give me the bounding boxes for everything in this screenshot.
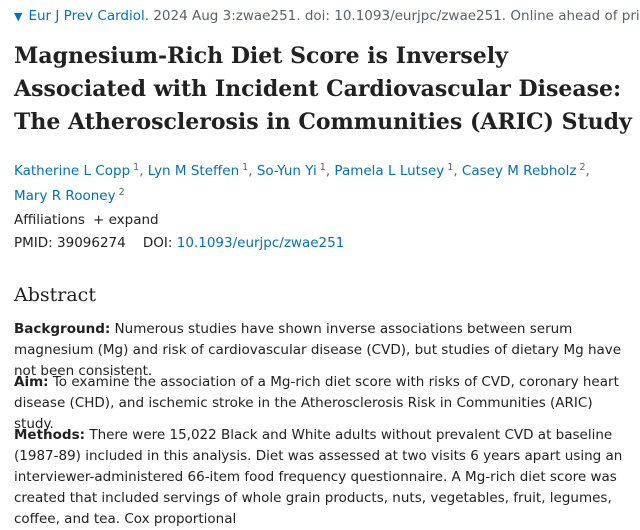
abstract-methods: Methods: There were 15,022 Black and Whi…	[14, 425, 634, 530]
affiliation-number[interactable]: 1	[319, 162, 326, 173]
abstract-heading: Abstract	[14, 284, 96, 306]
pmid-label: PMID:	[14, 235, 53, 251]
background-label: Background:	[14, 321, 111, 337]
affiliation-number[interactable]: 1	[133, 162, 140, 173]
author-name[interactable]: Casey M Rebholz	[461, 163, 577, 179]
author-name[interactable]: Lyn M Steffen	[147, 163, 240, 179]
citation-line: ▼ Eur J Prev Cardiol. 2024 Aug 3:zwae251.…	[14, 8, 640, 24]
background-text: Numerous studies have shown inverse asso…	[14, 321, 622, 379]
author-name[interactable]: Pamela L Lutsey	[334, 163, 445, 179]
doi-link[interactable]: 10.1093/eurjpc/zwae251	[176, 235, 345, 251]
abstract-background: Background: Numerous studies have shown …	[14, 319, 634, 382]
affiliation-number[interactable]: 1	[447, 162, 454, 173]
author-item[interactable]: Casey M Rebholz 2	[461, 162, 586, 179]
chevron-down-icon[interactable]: ▼	[14, 10, 23, 23]
author-name[interactable]: Katherine L Copp	[14, 163, 131, 179]
author-name[interactable]: Mary R Rooney	[14, 188, 116, 204]
author-list: Katherine L Copp 1, Lyn M Steffen 1, So-Yu…	[14, 162, 590, 204]
affiliation-number[interactable]: 2	[579, 162, 586, 173]
abstract-aim: Aim: To examine the association of a Mg-…	[14, 372, 634, 435]
citation-details: 2024 Aug 3:zwae251. doi: 10.1093/eurjpc/…	[149, 8, 640, 24]
affiliations-label: Affiliations	[14, 212, 85, 228]
expand-label[interactable]: expand	[108, 212, 159, 228]
aim-text: To examine the association of a Mg-rich …	[14, 374, 619, 432]
aim-label: Aim:	[14, 374, 49, 390]
methods-text: There were 15,022 Black and White adults…	[14, 427, 623, 527]
affiliation-number[interactable]: 2	[118, 187, 125, 198]
affiliations-toggle[interactable]: Affiliations + expand	[14, 212, 159, 228]
author-item[interactable]: Pamela L Lutsey 1	[334, 162, 454, 179]
journal-link[interactable]: Eur J Prev Cardiol.	[28, 8, 150, 24]
methods-label: Methods:	[14, 427, 86, 443]
author-item[interactable]: Katherine L Copp 1	[14, 162, 140, 179]
plus-icon[interactable]: +	[92, 212, 105, 228]
article-identifiers: PMID: 39096274 DOI: 10.1093/eurjpc/zwae2…	[14, 235, 344, 251]
author-item[interactable]: Lyn M Steffen 1	[147, 162, 249, 179]
doi-label: DOI:	[142, 235, 173, 251]
author-item[interactable]: Mary R Rooney 2	[14, 187, 125, 204]
affiliation-number[interactable]: 1	[242, 162, 249, 173]
pmid-value: 39096274	[57, 235, 126, 251]
article-title: Magnesium-Rich Diet Score is Inversely A…	[14, 43, 632, 135]
author-name[interactable]: So-Yun Yi	[256, 163, 317, 179]
author-item[interactable]: So-Yun Yi 1	[256, 162, 326, 179]
